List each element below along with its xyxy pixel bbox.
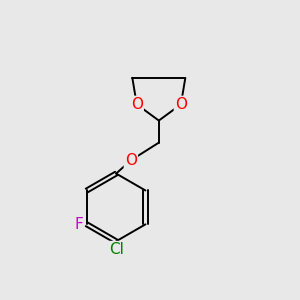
Text: Cl: Cl <box>109 242 124 257</box>
Text: O: O <box>175 97 187 112</box>
Text: O: O <box>125 153 137 168</box>
Text: O: O <box>131 97 143 112</box>
Text: F: F <box>74 217 83 232</box>
